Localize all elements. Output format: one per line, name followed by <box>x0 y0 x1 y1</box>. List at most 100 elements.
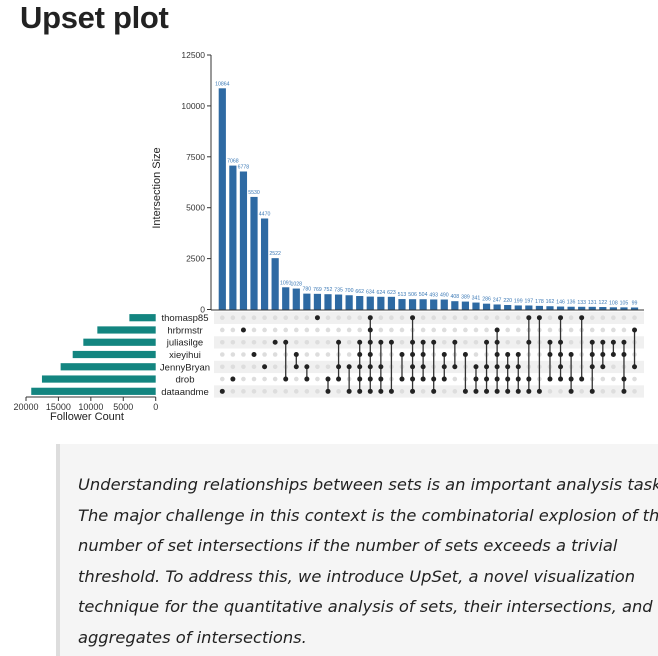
active-dot <box>420 339 426 345</box>
inactive-dot <box>220 352 225 357</box>
active-dot <box>452 339 458 345</box>
inactive-dot <box>579 389 584 394</box>
active-dot <box>610 352 616 358</box>
active-dot <box>346 388 352 394</box>
bar-value-label: 10864 <box>215 81 230 87</box>
inactive-dot <box>632 389 637 394</box>
active-dot <box>357 364 363 370</box>
intersection-bar <box>588 306 596 310</box>
inactive-dot <box>230 315 236 321</box>
inactive-dot <box>251 389 257 394</box>
inactive-dot <box>420 327 426 333</box>
y-tick-label: 5000 <box>186 203 205 213</box>
inactive-dot <box>399 339 405 345</box>
inactive-dot <box>262 327 267 333</box>
inactive-dot <box>452 389 458 394</box>
intersection-bar <box>504 305 512 310</box>
inactive-dot <box>262 352 267 357</box>
bar-value-label: 700 <box>345 288 354 294</box>
active-dot <box>494 352 500 358</box>
active-dot <box>420 364 426 370</box>
inactive-dot <box>632 315 637 321</box>
inactive-dot <box>515 315 521 321</box>
inactive-dot <box>315 327 320 333</box>
active-dot <box>272 339 278 345</box>
bar-value-label: 146 <box>556 300 565 306</box>
bar-value-label: 1028 <box>291 282 303 288</box>
inactive-dot <box>621 327 627 333</box>
intersection-bar <box>567 306 575 310</box>
active-dot <box>378 388 384 394</box>
inactive-dot <box>346 315 352 321</box>
set-label: drob <box>175 375 194 386</box>
active-dot <box>610 339 616 345</box>
intersection-bar <box>218 88 226 310</box>
inactive-dot <box>568 315 574 321</box>
inactive-dot <box>389 327 394 333</box>
active-dot <box>505 388 511 394</box>
active-dot <box>621 352 627 358</box>
active-dot <box>283 376 289 382</box>
set-axis-tick-label: 0 <box>153 402 158 412</box>
inactive-dot <box>304 352 310 357</box>
active-dot <box>462 352 468 358</box>
matrix-row-stripe <box>214 385 644 398</box>
active-dot <box>473 364 479 370</box>
active-dot <box>230 376 236 382</box>
set-label: xieyihui <box>169 350 201 361</box>
active-dot <box>558 315 564 321</box>
quote-line: The major challenge in this context is t… <box>78 505 658 525</box>
active-dot <box>399 376 405 382</box>
inactive-dot <box>484 315 489 321</box>
inactive-dot <box>251 364 257 370</box>
inactive-dot <box>230 352 236 357</box>
active-dot <box>589 352 595 358</box>
active-dot <box>336 364 342 370</box>
inactive-dot <box>230 327 236 333</box>
active-dot <box>325 388 331 394</box>
inactive-dot <box>241 376 246 382</box>
active-dot <box>262 364 268 370</box>
active-dot <box>547 339 553 345</box>
inactive-dot <box>452 376 458 382</box>
active-dot <box>378 339 384 345</box>
quote-line: technique for the quantitative analysis … <box>78 597 653 616</box>
inactive-dot <box>336 315 341 321</box>
inactive-dot <box>568 339 574 345</box>
inactive-dot <box>600 389 606 394</box>
bar-value-label: 286 <box>482 297 491 303</box>
inactive-dot <box>325 364 331 370</box>
active-dot <box>240 327 246 333</box>
active-dot <box>367 339 373 345</box>
inactive-dot <box>272 376 278 382</box>
inactive-dot <box>251 315 257 321</box>
y-tick-label: 0 <box>200 305 205 315</box>
active-dot <box>600 339 606 345</box>
intersection-bar <box>525 305 533 310</box>
inactive-dot <box>336 327 341 333</box>
bar-value-label: 513 <box>398 292 407 298</box>
bar-value-label: 122 <box>598 300 607 306</box>
inactive-dot <box>621 315 627 321</box>
inactive-dot <box>547 327 553 333</box>
active-dot <box>536 388 542 394</box>
bar-value-label: 136 <box>567 300 576 306</box>
inactive-dot <box>230 364 236 370</box>
set-axis-tick-label: 20000 <box>13 402 38 412</box>
page-title: Upset plot <box>20 0 169 35</box>
inactive-dot <box>262 339 267 345</box>
inactive-dot <box>399 327 405 333</box>
active-dot <box>632 327 638 333</box>
active-dot <box>357 388 363 394</box>
inactive-dot <box>611 315 616 321</box>
intersection-bar <box>239 171 248 310</box>
inactive-dot <box>473 339 479 345</box>
quote-line: number of set intersections if the numbe… <box>78 536 618 555</box>
active-dot <box>621 388 627 394</box>
bar-value-label: 752 <box>324 287 333 293</box>
bar-value-label: 7068 <box>227 159 239 165</box>
y-tick-label: 7500 <box>186 152 205 162</box>
bar-value-label: 108 <box>609 300 618 306</box>
active-dot <box>505 352 511 358</box>
active-dot <box>410 364 416 370</box>
